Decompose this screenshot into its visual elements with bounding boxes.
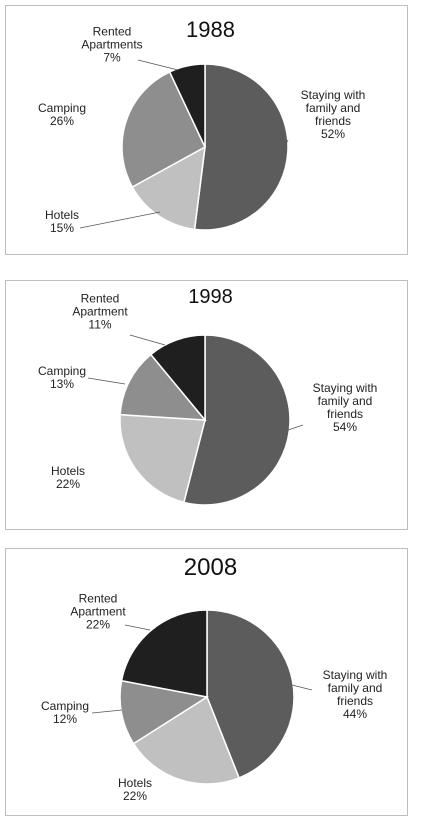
slice-label: Camping 26% [32,102,92,128]
value-label: 22% [122,789,148,803]
value-label: 22% [85,617,111,632]
pie-slice [131,145,206,231]
category-label: Hotels [44,208,79,222]
value-label: 26% [49,114,75,128]
slice-label: Hotels 22% [43,465,93,491]
slice-label: Staying with family and friends 44% [314,669,396,721]
category-label: Hotels [50,464,85,478]
value-label: 22% [55,477,81,491]
pie-slice [119,679,210,745]
category-label: Rented Apartment [70,591,126,619]
category-label: Camping [40,699,90,713]
pie-slice [193,63,289,231]
leader-line [124,624,151,631]
value-label: 12% [52,712,78,726]
slice-label: Rented Apartment 11% [64,291,136,332]
slice-label: Hotels 15% [37,209,87,235]
slice-label: Staying with family and friends 52% [292,89,374,141]
slice-label: Camping 12% [35,700,95,726]
pie-slice [119,353,207,421]
leader-line [287,424,304,431]
panel [5,548,408,816]
leader-line [91,709,123,714]
category-label: Rented Apartment [72,291,128,319]
pie-slice [132,695,241,785]
pie-slice [182,334,291,506]
leader-line [129,334,166,346]
category-label: Camping [37,364,87,378]
leader-line [87,377,126,385]
pie-slice [168,63,206,148]
leader-line [137,59,179,71]
panel [5,5,408,255]
category-label: Staying with family and friends [322,668,388,708]
leader-line [282,139,289,151]
value-label: 13% [49,377,75,391]
value-label: 15% [49,221,75,235]
leader-line [79,211,161,229]
chart-title: 1988 [186,17,235,42]
slice-label: Camping 13% [32,365,92,391]
pie-slice [149,334,206,423]
pie-slice [206,609,295,779]
value-label: 54% [332,420,358,434]
chart-title: 1998 [188,286,233,308]
category-label: Staying with family and friends [300,88,366,128]
panel [5,280,408,530]
category-label: Rented Apartments [81,24,143,52]
pie-slice [119,413,206,504]
pie-slice [120,609,208,698]
leader-line [291,684,313,691]
value-label: 52% [320,127,346,141]
category-label: Hotels [117,776,152,790]
category-label: Camping [37,101,87,115]
slice-label: Staying with family and friends 54% [304,382,386,434]
slice-label: Hotels 22% [110,777,160,803]
value-label: 44% [342,707,368,721]
value-label: 11% [88,317,112,332]
slice-label: Rented Apartment 22% [62,591,134,632]
pie-slice [121,70,206,189]
chart-title: 2008 [183,554,238,581]
category-label: Staying with family and friends [312,381,378,421]
slice-label: Rented Apartments 7% [73,24,151,65]
value-label: 7% [103,50,121,65]
